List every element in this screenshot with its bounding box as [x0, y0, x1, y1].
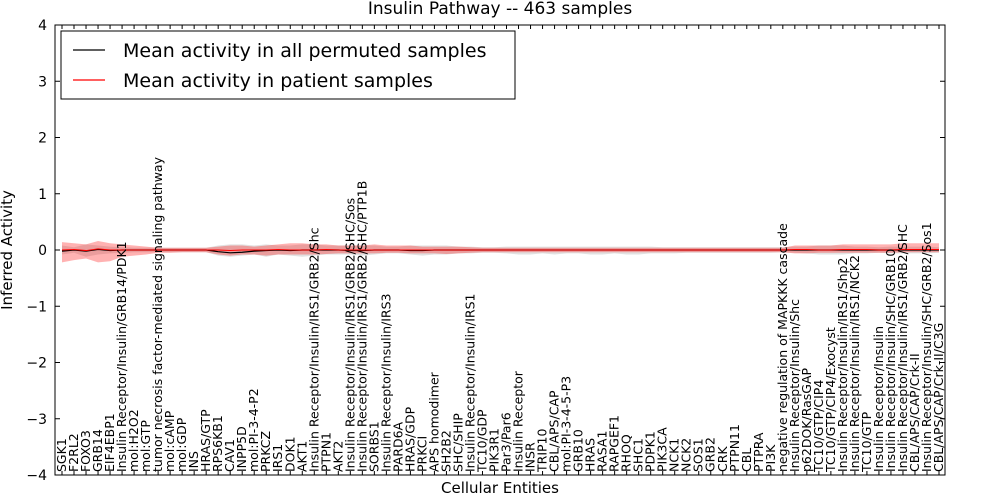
- patient-band: [62, 241, 939, 263]
- y-tick-label: −3: [26, 412, 47, 428]
- x-tick-label: PRKCI: [414, 436, 429, 472]
- x-tick-label: NCK2: [679, 438, 694, 472]
- y-tick-label: −4: [26, 468, 47, 484]
- x-tick-label: CRK: [715, 446, 730, 472]
- x-tick-label: RPS6KB1: [210, 415, 225, 472]
- x-tick-label: Insulin Receptor: [511, 370, 526, 472]
- legend-label-permuted: Mean activity in all permuted samples: [123, 40, 486, 62]
- x-tick-label: AKT1: [294, 441, 309, 472]
- x-axis-title: Cellular Entities: [441, 479, 559, 497]
- patient-mean-line: [61, 248, 939, 252]
- x-tick-label: mol:GTP: [138, 420, 153, 472]
- x-tick-label: SHC/SHIP: [450, 413, 465, 472]
- x-tick-label: HRAS/GDP: [402, 406, 417, 472]
- x-tick-label: mol:GDP: [174, 417, 189, 472]
- x-tick-label: CBL: [739, 448, 754, 472]
- x-tick-label: DOK1: [282, 436, 297, 472]
- x-tick-label: Insulin Receptor/Insulin/IRS1/Shp2: [835, 258, 850, 472]
- x-tick-label: TC10/GTP/CIP4: [811, 380, 826, 473]
- y-tick-label: 0: [38, 243, 47, 259]
- x-tick-label: PDPK1: [643, 431, 658, 472]
- x-tick-label: CBL/APS/CAP: [547, 390, 562, 472]
- y-axis-title: Inferred Activity: [0, 190, 16, 310]
- x-tick-label: TC10/GDP: [474, 409, 489, 473]
- x-tick-label: RASA1: [595, 431, 610, 472]
- x-tick-label: RAPGEF1: [607, 415, 622, 472]
- x-tick-label: F2RL2: [66, 433, 81, 472]
- legend-label-patient: Mean activity in patient samples: [123, 70, 433, 92]
- x-tick-label: GRB2: [703, 437, 718, 472]
- x-tick-label: Par3/Par6: [499, 412, 514, 472]
- y-tick-label: 1: [38, 187, 47, 203]
- legend: Mean activity in all permuted samples Me…: [60, 30, 516, 100]
- x-tick-label: Insulin Receptor/Insulin/IRS1/GRB2/SHC: [895, 224, 910, 472]
- x-tick-label: IRS1: [270, 444, 285, 472]
- x-tick-label: SGK1: [54, 438, 69, 472]
- x-tick-label: HRAS: [583, 438, 598, 472]
- x-tick-label: PIK3CA: [655, 427, 670, 472]
- x-tick-label: GRB14: [90, 429, 105, 472]
- x-tick-label: negative regulation of MAPKKK cascade: [775, 223, 790, 472]
- x-tick-label: Insulin Receptor/Insulin/IRS1/GRB2/SHC/S…: [342, 198, 357, 472]
- x-tick-label: mol:H2O2: [126, 409, 141, 472]
- x-tick-label: AKT2: [330, 441, 345, 472]
- y-tick-label: 3: [38, 74, 47, 90]
- x-tick-label: TRIP10: [535, 429, 550, 473]
- y-tick-label: −2: [26, 356, 47, 372]
- y-tick-label: −1: [26, 299, 47, 315]
- x-tick-label: INSR: [523, 442, 538, 472]
- x-tick-label: TC10/GTP/CIP4/Exocyst: [823, 327, 838, 473]
- x-tick-label: Insulin Receptor/Insulin/SHC/GRB10: [883, 249, 898, 472]
- x-tick-label: Insulin Receptor/Insulin/GRB14/PDK1: [114, 241, 129, 472]
- y-tick-label: 2: [38, 131, 47, 147]
- x-tick-label: mol:cAMP: [162, 410, 177, 472]
- x-tick-label: NCK1: [667, 438, 682, 472]
- x-tick-label: CBL/APS/CAP/Crk-II: [907, 353, 922, 472]
- x-tick-label: SORBS1: [366, 421, 381, 472]
- x-tick-label: FOXO3: [78, 430, 93, 472]
- x-tick-label: PTPN1: [318, 432, 333, 472]
- x-tick-label: APS homodimer: [426, 371, 441, 472]
- x-tick-label: PI3K: [763, 444, 778, 472]
- x-tick-label: tumor necrosis factor-mediated signaling…: [150, 156, 165, 472]
- x-tick-label: EIF4EBP1: [102, 413, 117, 472]
- x-tick-label: SHC1: [631, 438, 646, 472]
- x-tick-label: Insulin Receptor/Insulin/IRS3: [378, 294, 393, 472]
- x-tick-label: PARD6A: [390, 421, 405, 472]
- x-tick-label: RHOQ: [619, 434, 634, 472]
- x-tick-label: HRAS/GTP: [198, 409, 213, 472]
- x-tick-label: Insulin Receptor/Insulin/IRS1/NCK2: [847, 255, 862, 472]
- x-tick-label: Insulin Receptor/Insulin/IRS1/GRB2/SHC/P…: [354, 181, 369, 472]
- chart-title: Insulin Pathway -- 463 samples: [368, 0, 633, 19]
- x-tick-label: GRB10: [571, 429, 586, 472]
- x-tick-label: SH2B2: [438, 430, 453, 472]
- x-tick-label: CAV1: [222, 439, 237, 472]
- x-tick-label: Insulin Receptor/Insulin/IRS1/GRB2/Shc: [306, 227, 321, 472]
- plot-area: [61, 241, 939, 263]
- y-axis: −4 −3 −2 −1 0 1 2 3 4: [26, 18, 945, 484]
- x-tick-label: PIK3R1: [486, 428, 501, 472]
- x-tick-label: mol:PI-3-4-P2: [246, 388, 261, 472]
- legend-box: [60, 30, 516, 100]
- x-tick-label: CBL/APS/CAP/Crk-II/C3G: [931, 323, 946, 472]
- y-tick-label: 4: [38, 18, 47, 34]
- x-tick-label: SOS1: [691, 438, 706, 472]
- x-tick-label: mol:PI-3-4-5-P3: [559, 376, 574, 472]
- x-tick-label: Insulin Receptor/Insulin/Shc: [787, 299, 802, 472]
- x-tick-label: PTPN11: [727, 424, 742, 472]
- x-tick-label: Insulin Receptor/Insulin/IRS1: [462, 294, 477, 472]
- x-tick-label: PRKCZ: [258, 431, 273, 472]
- x-tick-label: INPP5D: [234, 426, 249, 472]
- x-tick-label: Insulin Receptor/Insulin/SHC/GRB2/Sos1: [919, 222, 934, 472]
- x-tick-label: INS: [186, 451, 201, 472]
- x-tick-label: PTPRA: [751, 432, 766, 472]
- x-tick-label: TC10/GTP: [859, 411, 874, 473]
- x-tick-label: p62DOK/RasGAP: [799, 367, 814, 472]
- x-tick-label: Insulin Receptor/Insulin: [871, 326, 886, 472]
